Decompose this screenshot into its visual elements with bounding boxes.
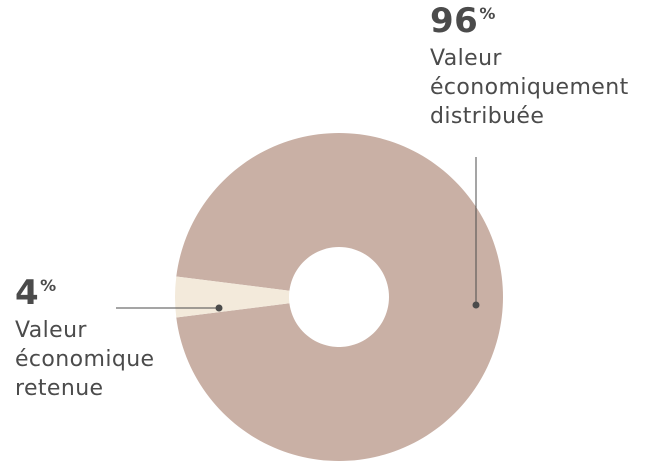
slice-distributed <box>176 133 503 462</box>
percent-distributed: 96 % <box>430 4 660 38</box>
percent-retained: 4 % <box>15 276 205 310</box>
slice-retained <box>175 276 290 318</box>
percent-distributed-value: 96 <box>430 1 479 41</box>
label-retained-line-1: Valeur <box>15 318 87 343</box>
label-retained-line-3: retenue <box>15 376 104 401</box>
percent-retained-value: 4 <box>15 273 40 313</box>
label-retained-line-2: économique <box>15 347 155 372</box>
label-distributed: 96 % Valeur économiquement distribuée <box>430 4 660 131</box>
label-distributed-line-2: économiquement <box>430 75 629 100</box>
percent-retained-sign: % <box>40 276 57 295</box>
label-retained: 4 % Valeur économique retenue <box>15 276 205 403</box>
leader-dot-retained <box>215 304 223 312</box>
label-distributed-line-3: distribuée <box>430 104 545 129</box>
leader-dot-distributed <box>472 301 480 309</box>
percent-distributed-sign: % <box>479 4 496 23</box>
label-distributed-line-1: Valeur <box>430 46 502 71</box>
